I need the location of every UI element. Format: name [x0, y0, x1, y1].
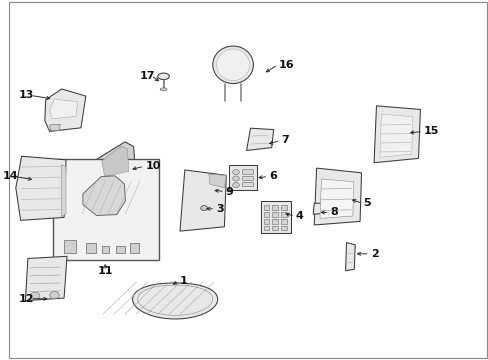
- Bar: [129, 243, 139, 253]
- Polygon shape: [132, 283, 217, 319]
- Circle shape: [232, 170, 239, 175]
- Text: 13: 13: [19, 90, 34, 100]
- Polygon shape: [212, 46, 253, 84]
- Bar: [64, 240, 76, 253]
- Polygon shape: [246, 128, 273, 150]
- Polygon shape: [83, 176, 125, 215]
- Bar: [272, 226, 277, 230]
- Bar: [280, 219, 286, 224]
- Circle shape: [232, 176, 239, 181]
- Text: 10: 10: [145, 161, 160, 171]
- Text: 5: 5: [363, 198, 370, 208]
- Bar: [53, 159, 159, 260]
- Bar: [280, 212, 286, 217]
- Polygon shape: [345, 243, 354, 271]
- Polygon shape: [61, 165, 66, 217]
- Polygon shape: [373, 106, 420, 163]
- Text: 3: 3: [216, 204, 224, 214]
- Bar: [229, 165, 257, 190]
- Bar: [263, 205, 269, 210]
- Bar: [263, 212, 269, 217]
- Text: 14: 14: [2, 171, 18, 181]
- Bar: [272, 212, 277, 217]
- Bar: [241, 169, 253, 174]
- Ellipse shape: [158, 73, 169, 80]
- Bar: [86, 243, 96, 253]
- Polygon shape: [45, 89, 86, 131]
- Bar: [116, 246, 124, 253]
- Circle shape: [198, 203, 210, 213]
- Polygon shape: [180, 170, 226, 231]
- Text: 2: 2: [370, 249, 378, 259]
- Text: 9: 9: [225, 186, 233, 197]
- Polygon shape: [319, 179, 353, 219]
- Text: 16: 16: [278, 60, 294, 70]
- Text: 6: 6: [269, 171, 277, 181]
- Circle shape: [201, 206, 207, 211]
- Polygon shape: [49, 124, 60, 131]
- Polygon shape: [16, 156, 66, 220]
- Bar: [280, 205, 286, 210]
- Bar: [280, 226, 286, 230]
- Polygon shape: [25, 256, 67, 301]
- Polygon shape: [313, 203, 329, 214]
- Circle shape: [30, 292, 40, 300]
- Circle shape: [232, 183, 239, 188]
- Bar: [241, 176, 253, 180]
- Polygon shape: [49, 99, 78, 119]
- Text: 11: 11: [97, 266, 113, 276]
- Bar: [241, 182, 253, 186]
- Bar: [272, 205, 277, 210]
- Polygon shape: [216, 49, 249, 81]
- Bar: [272, 219, 277, 224]
- Text: 1: 1: [180, 276, 187, 286]
- Text: 15: 15: [423, 126, 438, 136]
- Polygon shape: [102, 146, 128, 176]
- Ellipse shape: [160, 88, 166, 91]
- Polygon shape: [379, 114, 412, 157]
- Polygon shape: [97, 142, 135, 181]
- Text: 4: 4: [295, 211, 303, 221]
- Bar: [102, 246, 109, 253]
- Polygon shape: [314, 168, 361, 225]
- Circle shape: [49, 292, 59, 299]
- Bar: [263, 226, 269, 230]
- Text: 12: 12: [19, 294, 34, 304]
- Text: 8: 8: [330, 207, 338, 217]
- Bar: [263, 219, 269, 224]
- Bar: [261, 201, 290, 233]
- Text: 17: 17: [139, 71, 155, 81]
- Polygon shape: [208, 174, 226, 188]
- Text: 7: 7: [281, 135, 288, 145]
